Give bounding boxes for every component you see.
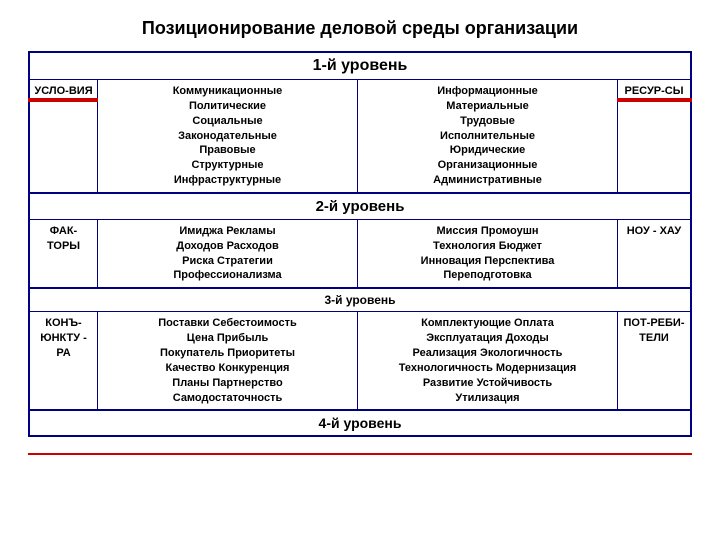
level-1-left-label: УСЛО-ВИЯ: [30, 80, 98, 192]
l1c2-4: Юридические: [362, 143, 613, 158]
level-2-col1: Имиджа Рекламы Доходов Расходов Риска Ст…: [98, 220, 358, 287]
l1c1-3: Законодательные: [102, 129, 353, 144]
level-2-col2: Миссия Промоушн Технология Бюджет Иннова…: [358, 220, 618, 287]
l3c1-4: Планы Партнерство: [102, 376, 353, 391]
resources-label: РЕСУР-СЫ: [622, 84, 686, 99]
level-3-left-label: КОНЪ-ЮНКТУ - РА: [30, 312, 98, 409]
l3c1-1: Цена Прибыль: [102, 331, 353, 346]
footer-accent-rule: [28, 453, 692, 455]
l1c2-1: Материальные: [362, 99, 613, 114]
l2c2-1: Технология Бюджет: [362, 239, 613, 254]
level-2-right-label: НОУ - ХАУ: [618, 220, 690, 287]
l2c1-0: Имиджа Рекламы: [102, 224, 353, 239]
l2c2-2: Инновация Перспектива: [362, 254, 613, 269]
conditions-label: УСЛО-ВИЯ: [34, 84, 93, 99]
l2c2-0: Миссия Промоушн: [362, 224, 613, 239]
l3c1-0: Поставки Себестоимость: [102, 316, 353, 331]
l1c2-0: Информационные: [362, 84, 613, 99]
l2c1-3: Профессионализма: [102, 268, 353, 283]
diagram-frame: 1-й уровень УСЛО-ВИЯ Коммуникационные По…: [28, 51, 692, 437]
level-2-left-label: ФАК-ТОРЫ: [30, 220, 98, 287]
level-2-header: 2-й уровень: [30, 193, 690, 220]
l2c2-3: Переподготовка: [362, 268, 613, 283]
l3c2-2: Реализация Экологичность: [362, 346, 613, 361]
level-2-row: ФАК-ТОРЫ Имиджа Рекламы Доходов Расходов…: [30, 220, 690, 288]
l3c1-5: Самодостаточность: [102, 391, 353, 406]
l1c1-0: Коммуникационные: [102, 84, 353, 99]
l2c1-1: Доходов Расходов: [102, 239, 353, 254]
accent-bar-left: [28, 98, 98, 102]
l1c1-6: Инфраструктурные: [102, 173, 353, 188]
l3c2-4: Развитие Устойчивость: [362, 376, 613, 391]
l3c2-0: Комплектующие Оплата: [362, 316, 613, 331]
factors-label: ФАК-ТОРЫ: [34, 224, 93, 254]
l3c1-3: Качество Конкуренция: [102, 361, 353, 376]
l2c1-2: Риска Стратегии: [102, 254, 353, 269]
level-3-row: КОНЪ-ЮНКТУ - РА Поставки Себестоимость Ц…: [30, 312, 690, 410]
level-3-header: 3-й уровень: [30, 288, 690, 312]
level-3-col1: Поставки Себестоимость Цена Прибыль Поку…: [98, 312, 358, 409]
l1c2-6: Административные: [362, 173, 613, 188]
level-3-col2: Комплектующие Оплата Эксплуатация Доходы…: [358, 312, 618, 409]
l1c2-3: Исполнительные: [362, 129, 613, 144]
conjuncture-label: КОНЪ-ЮНКТУ - РА: [34, 316, 93, 361]
l1c1-2: Социальные: [102, 114, 353, 129]
l3c2-1: Эксплуатация Доходы: [362, 331, 613, 346]
l1c2-5: Организационные: [362, 158, 613, 173]
level-4-header: 4-й уровень: [30, 410, 690, 435]
l1c2-2: Трудовые: [362, 114, 613, 129]
l1c1-1: Политические: [102, 99, 353, 114]
l3c1-2: Покупатель Приоритеты: [102, 346, 353, 361]
l1c1-5: Структурные: [102, 158, 353, 173]
l3c2-5: Утилизация: [362, 391, 613, 406]
consumers-label: ПОТ-РЕБИ-ТЕЛИ: [622, 316, 686, 346]
knowhow-label: НОУ - ХАУ: [622, 224, 686, 239]
level-1-col1: Коммуникационные Политические Социальные…: [98, 80, 358, 192]
level-1-header: 1-й уровень: [30, 53, 690, 80]
level-1-col2: Информационные Материальные Трудовые Исп…: [358, 80, 618, 192]
accent-bar-right: [617, 98, 692, 102]
page-title: Позиционирование деловой среды организац…: [28, 18, 692, 39]
level-1-right-label: РЕСУР-СЫ: [618, 80, 690, 192]
l3c2-3: Технологичность Модернизация: [362, 361, 613, 376]
level-1-row: УСЛО-ВИЯ Коммуникационные Политические С…: [30, 80, 690, 193]
level-3-right-label: ПОТ-РЕБИ-ТЕЛИ: [618, 312, 690, 409]
l1c1-4: Правовые: [102, 143, 353, 158]
